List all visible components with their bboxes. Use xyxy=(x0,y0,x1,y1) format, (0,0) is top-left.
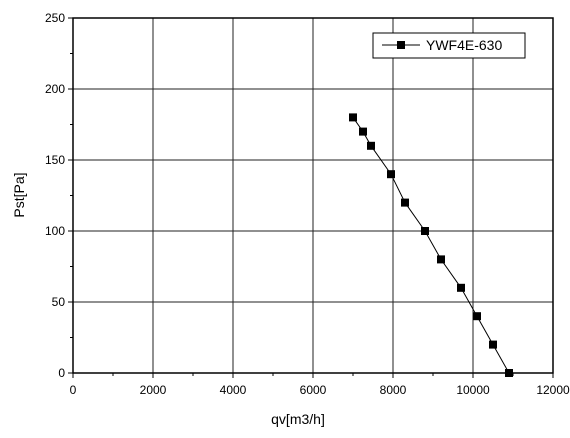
series-layer xyxy=(349,113,513,377)
data-point xyxy=(367,141,375,150)
x-tick-label: 2000 xyxy=(140,383,167,397)
legend-marker xyxy=(397,41,405,49)
y-tick-label: 100 xyxy=(45,224,65,238)
y-tick-label: 200 xyxy=(45,82,65,96)
data-point xyxy=(401,198,409,207)
y-tick-label: 50 xyxy=(52,295,66,309)
x-tick-label: 4000 xyxy=(220,383,247,397)
data-point xyxy=(421,227,429,235)
data-point xyxy=(359,127,367,136)
data-point xyxy=(473,312,481,321)
x-tick-label: 6000 xyxy=(300,383,327,397)
y-tick-label: 0 xyxy=(58,366,65,380)
legend-label: YWF4E-630 xyxy=(426,37,502,53)
data-point xyxy=(349,113,357,122)
data-point xyxy=(457,283,465,292)
x-tick-label: 10000 xyxy=(456,383,490,397)
x-ticks: 0 2000 4000 6000 8000 10000 12000 xyxy=(70,373,570,397)
x-tick-label: 0 xyxy=(70,383,77,397)
data-point xyxy=(387,170,395,179)
y-tick-label: 250 xyxy=(45,11,65,25)
x-tick-label: 8000 xyxy=(380,383,407,397)
data-point xyxy=(489,340,497,349)
data-point xyxy=(505,369,513,377)
data-point xyxy=(437,255,445,264)
x-axis-title: qv[m3/h] xyxy=(271,411,325,427)
y-tick-label: 150 xyxy=(45,153,65,167)
legend: YWF4E-630 xyxy=(372,32,526,59)
y-axis-title: Pst[Pa] xyxy=(11,172,27,217)
y-ticks: 0 50 100 150 200 250 xyxy=(45,11,73,380)
x-tick-label: 12000 xyxy=(536,383,570,397)
series-line xyxy=(352,117,510,374)
